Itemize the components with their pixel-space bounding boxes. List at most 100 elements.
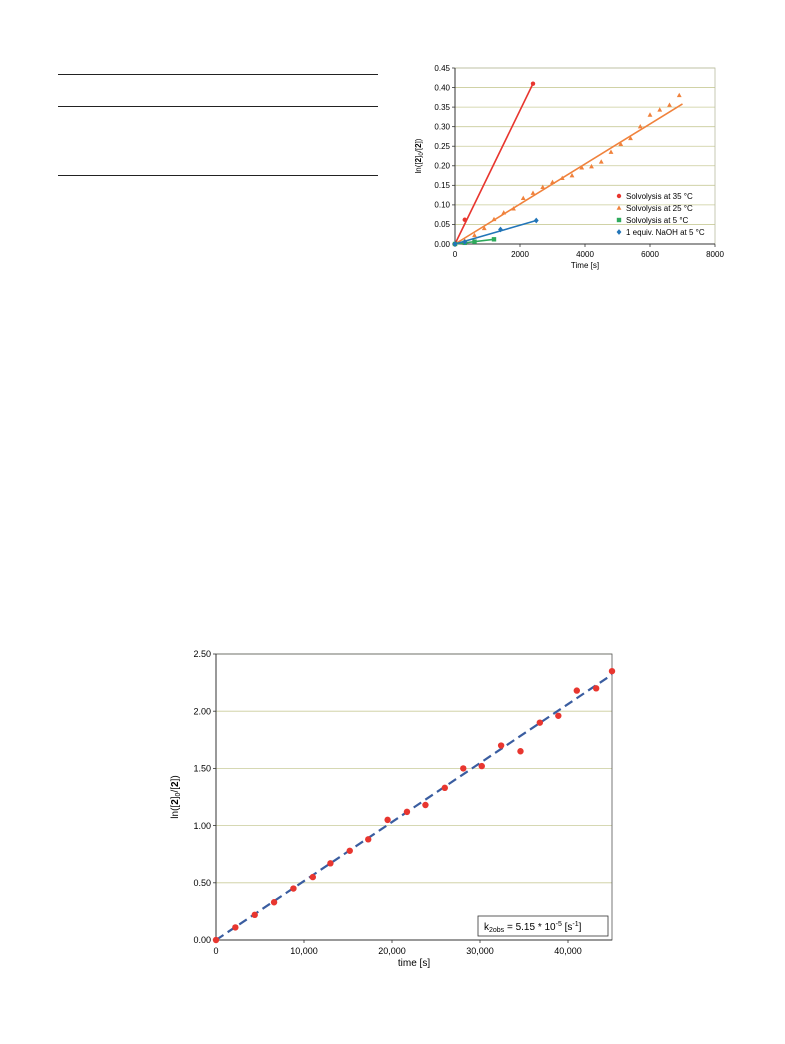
x-tick-label: 30,000 — [466, 946, 494, 956]
chart1-y-axis-label: ln([2]0/[2]) — [414, 138, 425, 173]
data-point — [270, 899, 278, 906]
data-point — [598, 159, 604, 164]
chart2-fit-line — [215, 673, 613, 941]
data-point — [452, 241, 458, 247]
kinetics-chart-solvolysis: 0.00 0.05 0.10 0.15 0.20 0.25 0.30 0.35 0.40 0.45… — [414, 64, 724, 270]
x-tick-label: 40,000 — [554, 946, 582, 956]
x-tick-label: 2000 — [511, 250, 529, 259]
data-point — [460, 765, 467, 772]
data-point — [212, 936, 220, 944]
rate-constant-annotation: k2obs = 5.15 * 10-5 [s-1] — [484, 921, 582, 934]
data-point — [628, 135, 633, 141]
y-tick-label: 0.00 — [193, 935, 211, 945]
data-point — [647, 112, 653, 117]
ylabel-part: ln([ — [170, 805, 181, 819]
legend-marker — [616, 205, 622, 210]
y-tick-label: 2.00 — [193, 706, 211, 716]
chart1-legend: Solvolysis at 35 °C Solvolysis at 25 °C So… — [616, 192, 705, 237]
y-tick-label: 0.10 — [434, 201, 450, 210]
legend-marker — [616, 193, 622, 199]
y-tick-label: 0.45 — [434, 64, 450, 73]
annotation-part: -1 — [572, 921, 578, 928]
data-point — [511, 206, 516, 211]
x-tick-label: 8000 — [706, 250, 724, 259]
data-point — [290, 885, 297, 892]
chart2-x-axis-label: time [s] — [398, 958, 430, 969]
data-point — [533, 217, 539, 224]
chart1-tick-labels: 0.00 0.05 0.10 0.15 0.20 0.25 0.30 0.35 0.40 0.45… — [434, 64, 724, 259]
data-point — [530, 190, 536, 195]
ylabel-part: 2 — [170, 799, 181, 805]
data-point — [592, 685, 600, 692]
kinetics-chart-k2obs: 0.00 0.50 1.00 1.50 2.00 2.50 0 10,000 20,000 30,… — [170, 649, 616, 969]
x-tick-label: 0 — [213, 946, 218, 956]
data-point — [569, 172, 575, 178]
x-tick-label: 0 — [453, 250, 458, 259]
data-point — [637, 124, 643, 129]
data-point — [491, 216, 497, 222]
data-point — [327, 860, 334, 867]
chart2-gridlines — [216, 653, 612, 884]
data-point — [676, 92, 682, 98]
y-tick-label: 0.35 — [434, 103, 450, 112]
chart1-axes — [452, 67, 716, 247]
annotation-part: -5 — [556, 921, 562, 928]
data-point — [608, 149, 614, 154]
plot-frame — [215, 653, 613, 941]
data-point — [365, 836, 372, 843]
table-top-rule — [58, 74, 378, 75]
ylabel-part: /[ — [170, 787, 181, 793]
chart2-y-axis-label: ln([2]0/[2]) — [170, 775, 182, 818]
data-point — [497, 742, 505, 749]
chart2-tick-labels: 0.00 0.50 1.00 1.50 2.00 2.50 0 10,000 20,000 30,… — [193, 649, 581, 956]
data-point — [346, 847, 353, 854]
y-tick-label: 0.20 — [434, 162, 450, 171]
x-tick-label: 6000 — [641, 250, 659, 259]
data-point — [232, 924, 239, 931]
data-point — [462, 239, 468, 245]
legend-label: 1 equiv. NaOH at 5 °C — [626, 228, 705, 237]
annotation-part: 2obs — [489, 927, 505, 934]
data-point — [472, 232, 477, 238]
data-point — [501, 210, 507, 215]
fit-line — [454, 219, 537, 245]
data-point — [536, 719, 544, 726]
ylabel-part: ]) — [170, 775, 181, 781]
annotation-part: ] — [579, 922, 582, 933]
chart1-data-points — [452, 81, 682, 247]
ylabel-part: ] — [414, 156, 423, 158]
data-point — [589, 163, 594, 169]
data-point — [540, 184, 546, 190]
data-point — [441, 784, 448, 792]
y-tick-label: 0.40 — [434, 83, 450, 92]
data-point — [657, 107, 663, 112]
legend-marker — [616, 229, 622, 235]
data-point — [472, 239, 477, 244]
annotation-part: k — [484, 922, 490, 933]
data-point — [403, 808, 411, 816]
ylabel-part: ]) — [414, 138, 423, 143]
y-tick-label: 0.15 — [434, 181, 450, 190]
data-point — [579, 165, 585, 170]
data-point — [498, 226, 503, 233]
data-point — [618, 141, 624, 147]
ylabel-part: /[ — [414, 147, 423, 152]
table-bottom-rule — [58, 175, 378, 176]
data-point — [550, 179, 555, 184]
y-tick-label: 2.50 — [193, 649, 211, 659]
y-tick-label: 0.00 — [434, 240, 450, 249]
ylabel-part: ln([ — [414, 162, 423, 174]
legend-label: Solvolysis at 35 °C — [626, 192, 693, 201]
data-point — [573, 687, 580, 694]
data-point — [530, 81, 536, 86]
ylabel-part: 2 — [414, 157, 423, 162]
data-point — [608, 667, 616, 675]
data-point — [491, 237, 497, 242]
legend-label: Solvolysis at 5 °C — [626, 216, 689, 225]
legend-label: Solvolysis at 25 °C — [626, 204, 693, 213]
data-point — [481, 225, 487, 231]
y-tick-label: 1.00 — [193, 821, 211, 831]
fit-line — [215, 673, 613, 941]
fit-line — [454, 83, 534, 245]
data-point — [559, 175, 565, 181]
